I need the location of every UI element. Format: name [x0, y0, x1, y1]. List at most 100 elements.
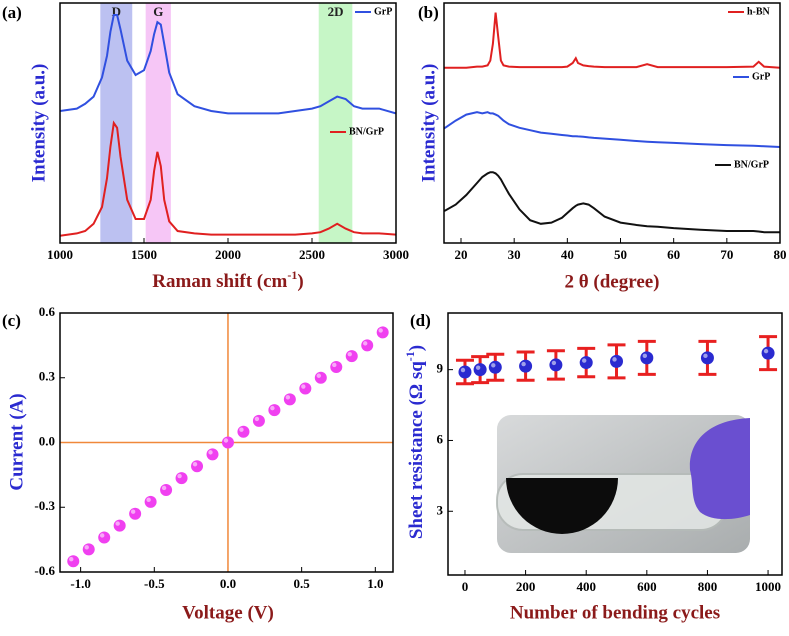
y-tick-label: 0.6 — [39, 304, 56, 319]
band-label: D — [112, 4, 121, 19]
point — [175, 472, 188, 485]
panel-label: (a) — [2, 3, 22, 22]
label-part: ) — [406, 345, 427, 351]
point — [314, 371, 327, 384]
x-tick-label: 1000 — [755, 579, 781, 594]
series-line — [60, 120, 396, 237]
series-line — [60, 14, 396, 115]
label-part: ) — [297, 271, 303, 292]
point — [330, 360, 343, 373]
point — [129, 507, 142, 520]
y-tick-label: 6 — [437, 431, 444, 446]
x-tick-label: 800 — [698, 579, 718, 594]
point-highlight — [316, 373, 322, 378]
point — [283, 393, 296, 406]
point — [252, 414, 265, 427]
point-highlight — [378, 328, 383, 333]
x-tick-label: 60 — [667, 247, 680, 262]
band-label: G — [153, 4, 163, 19]
point-highlight — [223, 438, 229, 443]
point — [345, 350, 358, 363]
x-tick-label: 600 — [637, 579, 657, 594]
band — [100, 3, 133, 243]
point — [473, 363, 487, 377]
point-highlight — [491, 363, 496, 368]
point-highlight — [363, 341, 368, 346]
y-axis-label: Intensity (a.u.) — [418, 64, 439, 183]
y-tick-label: 3 — [437, 502, 444, 517]
x-tick-label: 2000 — [215, 247, 241, 262]
y-tick-label: 0.0 — [39, 433, 55, 448]
x-tick-label: 400 — [576, 579, 596, 594]
y-tick-label: -0.3 — [34, 498, 55, 513]
x-axis-label: Number of bending cycles — [510, 602, 720, 623]
y-tick-label: 0.3 — [39, 369, 56, 384]
legend-label: GrP — [374, 6, 392, 17]
point — [549, 358, 563, 372]
x-tick-label: 50 — [614, 247, 627, 262]
point — [98, 531, 111, 544]
y-tick-label: -0.6 — [34, 563, 55, 578]
point — [206, 448, 219, 461]
x-tick-label: 1.0 — [367, 576, 383, 591]
panel-label: (d) — [410, 311, 431, 330]
plot-frame — [447, 312, 783, 576]
legend-label: BN/GrP — [734, 159, 769, 170]
x-tick-label: -1.0 — [70, 576, 91, 591]
point — [700, 351, 714, 365]
x-tick-label: 200 — [516, 579, 536, 594]
point — [640, 351, 654, 365]
point-highlight — [192, 462, 198, 467]
point — [237, 425, 250, 438]
x-tick-label: 30 — [508, 247, 521, 262]
x-tick-label: 2500 — [299, 247, 325, 262]
plot-frame — [59, 2, 397, 244]
point-highlight — [270, 405, 275, 411]
x-tick-label: 80 — [774, 247, 787, 262]
point-highlight — [332, 362, 337, 368]
x-tick-label: 0.5 — [294, 576, 311, 591]
point-highlight — [301, 384, 306, 389]
panel-label: (b) — [418, 3, 439, 22]
point — [113, 519, 126, 532]
point-highlight — [703, 353, 708, 359]
point-highlight — [551, 360, 557, 366]
point-highlight — [460, 367, 466, 373]
x-axis-label: Raman shift (cm-1) — [152, 268, 303, 293]
point — [160, 483, 173, 496]
point — [488, 360, 502, 374]
point — [67, 555, 80, 568]
y-axis-label: Sheet resistance (Ω sq-1) — [403, 345, 428, 539]
point-highlight — [146, 497, 151, 503]
point — [299, 382, 312, 395]
panel-label: (c) — [2, 311, 21, 330]
point — [519, 359, 533, 373]
point — [191, 460, 204, 473]
point-highlight — [475, 365, 481, 370]
band — [318, 3, 353, 243]
band-label: 2D — [328, 4, 344, 19]
x-tick-label: 40 — [561, 247, 574, 262]
point-highlight — [100, 533, 105, 538]
point-highlight — [177, 473, 182, 479]
x-tick-label: 1000 — [47, 247, 73, 262]
x-tick-label: -0.5 — [144, 576, 165, 591]
x-axis-label: 2 θ (degree) — [564, 271, 659, 292]
point — [579, 356, 593, 370]
series-line — [444, 111, 780, 148]
point — [376, 326, 389, 339]
point — [82, 543, 95, 556]
point — [144, 495, 157, 508]
point-highlight — [130, 509, 136, 514]
x-tick-label: 0 — [462, 579, 469, 594]
series-line — [444, 12, 780, 69]
legend-label: GrP — [752, 71, 770, 82]
label-part: Raman shift (cm — [152, 271, 287, 292]
point-highlight — [521, 361, 526, 367]
label-part: -1 — [287, 268, 297, 282]
point — [221, 436, 234, 449]
point-highlight — [285, 395, 291, 400]
y-tick-label: 9 — [437, 361, 444, 376]
point — [268, 404, 281, 417]
